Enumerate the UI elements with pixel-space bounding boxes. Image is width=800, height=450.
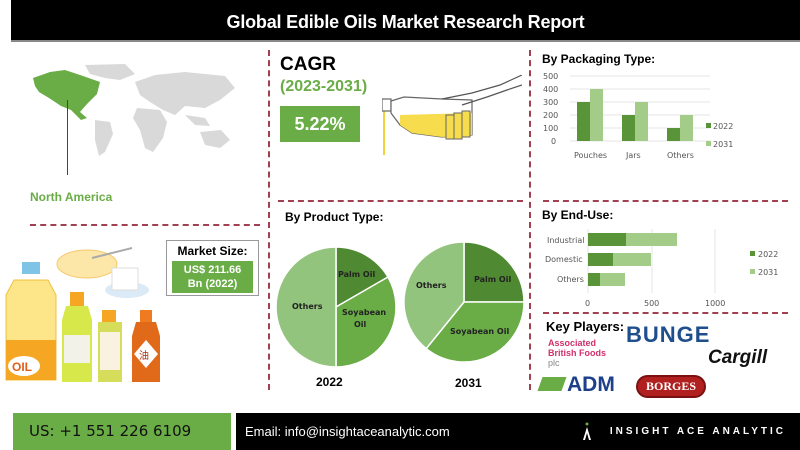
market-size-box: Market Size: US$ 211.66 Bn (2022) [166, 240, 259, 296]
svg-text:OIL: OIL [12, 360, 32, 374]
divider-packaging [543, 200, 788, 202]
pie-year-2031: 2031 [455, 376, 482, 390]
market-size-label: Market Size: [177, 244, 248, 258]
svg-text:Others: Others [667, 151, 694, 160]
north-america-region [33, 70, 100, 120]
abf-line2: British Foods [548, 348, 606, 358]
footer-phone[interactable]: US: +1 551 226 6109 [13, 413, 231, 450]
market-size-value-line2: Bn (2022) [187, 278, 238, 290]
svg-text:2022: 2022 [713, 122, 733, 131]
cagr-period: (2023-2031) [280, 78, 368, 95]
svg-text:100: 100 [543, 124, 558, 133]
svg-text:Oil: Oil [354, 320, 367, 329]
divider-enduse [543, 312, 788, 314]
cagr-value: 5.22% [280, 106, 360, 142]
packaging-title: By Packaging Type: [542, 52, 656, 66]
insight-ace-logo-icon [583, 422, 591, 440]
oil-bottles-icon: OIL 油 [5, 247, 160, 382]
market-size-value-line1: US$ 211.66 [183, 264, 242, 276]
svg-text:Industrial: Industrial [547, 236, 585, 245]
abf-line1: Associated [548, 338, 597, 348]
svg-text:Soyabean Oil: Soyabean Oil [450, 327, 509, 336]
cagr-title: CAGR [280, 54, 336, 75]
svg-text:Others: Others [557, 275, 584, 284]
end-use-bar-chart: Industrial Domestic Others 0 500 1000 2022… [545, 229, 778, 308]
packaging-bar-chart: 500 400 300 200 100 0 Pouches Jars Others 202… [543, 72, 733, 160]
svg-text:200: 200 [543, 111, 558, 120]
pie-chart-2022: Palm Oil Soyabean Oil Others [275, 246, 397, 368]
footer-email[interactable]: Email: info@insightaceanalytic.com [245, 424, 450, 439]
pie-chart-2031: Palm Oil Soyabean Oil Others [403, 241, 525, 363]
logo-adm: ADM [537, 373, 615, 397]
svg-text:Jars: Jars [625, 151, 641, 160]
svg-text:0: 0 [551, 137, 556, 146]
svg-text:2031: 2031 [758, 268, 778, 277]
market-size-value: US$ 211.66 Bn (2022) [172, 261, 253, 293]
end-use-title: By End-Use: [542, 208, 614, 222]
svg-text:500: 500 [644, 299, 659, 308]
svg-text:400: 400 [543, 85, 558, 94]
svg-text:2022: 2022 [758, 250, 778, 259]
logo-cargill: Cargill [708, 347, 768, 368]
footer-brand: INSIGHT ACE ANALYTIC [609, 426, 786, 437]
product-type-title: By Product Type: [285, 210, 384, 224]
svg-text:Others: Others [292, 302, 323, 311]
logo-borges: BORGES [636, 375, 707, 398]
divider-map [30, 224, 260, 226]
svg-text:Palm Oil: Palm Oil [474, 275, 511, 284]
pouring-oil-icon [382, 75, 522, 155]
svg-text:Pouches: Pouches [574, 151, 607, 160]
svg-text:Soyabean: Soyabean [342, 308, 386, 317]
pie-year-2022: 2022 [316, 375, 343, 389]
svg-text:Palm Oil: Palm Oil [338, 270, 375, 279]
region-pointer-line [67, 100, 68, 175]
svg-text:1000: 1000 [705, 299, 725, 308]
region-label: North America [30, 190, 113, 204]
divider-right [529, 50, 531, 390]
svg-text:Domestic: Domestic [545, 255, 583, 264]
divider-left [268, 50, 270, 390]
abf-line3: plc [548, 358, 560, 368]
logo-bunge: BUNGE [626, 322, 711, 347]
adm-leaf-icon [537, 377, 567, 391]
report-title: Global Edible Oils Market Research Repor… [11, 0, 800, 42]
divider-cagr [278, 200, 523, 202]
adm-text: ADM [567, 373, 615, 396]
logo-associated-british-foods: Associated British Foods plc [548, 338, 606, 368]
svg-text:0: 0 [585, 299, 590, 308]
svg-text:Others: Others [416, 281, 447, 290]
world-map [33, 64, 235, 156]
key-players-title: Key Players: [546, 319, 625, 334]
svg-text:500: 500 [543, 72, 558, 81]
svg-text:300: 300 [543, 98, 558, 107]
svg-text:2031: 2031 [713, 140, 733, 149]
footer-bar: Email: info@insightaceanalytic.com INSIG… [236, 413, 800, 450]
svg-text:油: 油 [139, 349, 149, 362]
